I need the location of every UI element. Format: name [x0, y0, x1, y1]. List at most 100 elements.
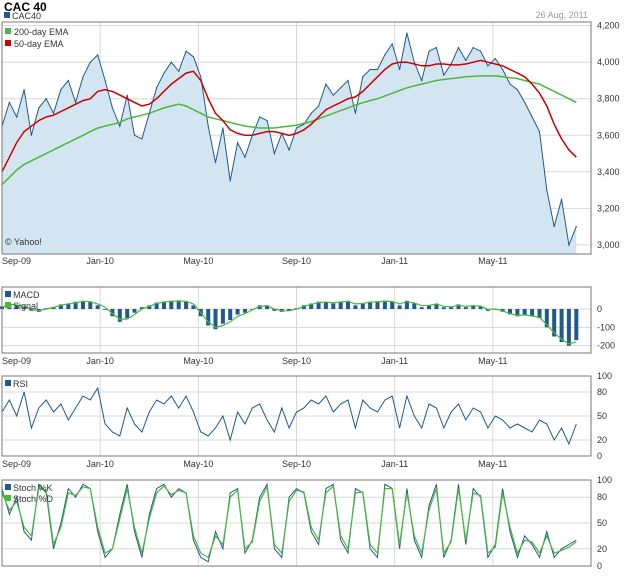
- price-point: [45, 98, 47, 100]
- price-point: [111, 107, 114, 109]
- price-point: [376, 68, 379, 71]
- macd-bar: [397, 305, 402, 309]
- price-point: [443, 74, 445, 76]
- price-point: [406, 32, 408, 34]
- price-point: [178, 70, 180, 72]
- y-tick-label: -200: [597, 341, 615, 351]
- x-tick-label: Sep-09: [2, 356, 31, 366]
- price-point: [428, 50, 430, 52]
- macd-bar: [323, 301, 328, 309]
- macd-bar: [81, 300, 85, 310]
- price-point: [457, 46, 460, 49]
- macd-bar: [412, 303, 417, 309]
- price-point: [479, 50, 482, 52]
- price-point: [317, 105, 320, 107]
- macd-bar: [434, 303, 439, 309]
- chart-date: 26 Aug, 2011: [536, 10, 588, 20]
- price-point: [38, 107, 40, 109]
- price-point: [156, 87, 158, 89]
- price-point: [295, 127, 298, 129]
- signal-legend-swatch: [5, 302, 11, 308]
- stoch-d-legend-swatch: [5, 495, 11, 501]
- macd-bar: [139, 307, 144, 309]
- macd-bar: [552, 309, 557, 337]
- price-point: [67, 79, 69, 82]
- price-point: [16, 116, 18, 118]
- stoch-d-line: [1, 484, 577, 559]
- price-point: [52, 112, 55, 114]
- price-point: [60, 88, 62, 91]
- price-point: [538, 131, 541, 133]
- price-point: [332, 94, 334, 96]
- macd-bar: [530, 309, 535, 317]
- x-tick-label: Jan-11: [381, 459, 408, 469]
- x-tick-label: Sep-09: [2, 459, 31, 469]
- price-point: [251, 134, 253, 136]
- price-point: [266, 120, 268, 122]
- panel-frame: [1, 375, 592, 457]
- chart-panels: 3,000 3,200 3,400 3,600 3,800 4,000 4,200 200-d…: [0, 21, 620, 571]
- chart-title: CAC 40: [4, 0, 47, 14]
- price-point: [185, 50, 187, 52]
- ema50-legend-label: 50-day EMA: [14, 39, 64, 49]
- price-point: [340, 87, 342, 89]
- price-point: [281, 132, 283, 135]
- signal-line: [1, 300, 577, 345]
- macd-bar: [375, 301, 380, 309]
- price-point: [413, 61, 415, 63]
- rsi-line: [1, 386, 577, 446]
- macd-bar: [346, 300, 350, 310]
- macd-bar: [88, 301, 93, 309]
- macd-bar: [441, 307, 446, 309]
- y-tick-label: 100: [597, 371, 612, 381]
- macd-bar: [316, 301, 321, 309]
- price-point: [560, 198, 563, 200]
- macd-bar: [537, 309, 542, 319]
- macd-bar: [368, 301, 373, 309]
- macd-bar: [191, 305, 196, 309]
- price-point: [325, 83, 327, 85]
- macd-bar: [110, 309, 115, 317]
- y-tick-label: 3,400: [597, 167, 620, 177]
- x-tick-label: May-10: [183, 356, 213, 366]
- macd-bar: [176, 300, 181, 310]
- macd-bar: [58, 304, 63, 309]
- price-point: [472, 46, 474, 49]
- stoch-d-legend-label: Stoch %D: [13, 494, 54, 504]
- price-point: [207, 125, 209, 127]
- macd-bar: [574, 309, 579, 341]
- y-tick-label: 20: [597, 544, 607, 554]
- y-tick-label: 0: [597, 451, 602, 461]
- macd-bar: [544, 309, 549, 328]
- price-point: [148, 112, 150, 114]
- price-point: [384, 54, 386, 56]
- macd-bar: [456, 304, 461, 309]
- macd-bar: [419, 307, 424, 309]
- macd-bar: [66, 303, 71, 309]
- price-point: [23, 88, 25, 91]
- x-tick-label: May-11: [478, 256, 507, 266]
- macd-bar: [29, 309, 34, 311]
- macd-bar: [508, 309, 512, 315]
- price-point: [435, 46, 437, 49]
- signal-legend-label: Signal: [13, 301, 38, 311]
- ticker-legend-swatch: [4, 12, 10, 18]
- macd-bar: [559, 309, 564, 342]
- macd-bar: [338, 301, 343, 309]
- macd-bar: [287, 309, 292, 311]
- macd-bar: [125, 309, 130, 319]
- macd-bar: [353, 305, 358, 309]
- macd-bar: [265, 305, 270, 309]
- macd-bar: [95, 305, 100, 309]
- price-point: [546, 189, 548, 191]
- macd-bar: [14, 305, 19, 309]
- rsi-legend-swatch: [5, 380, 11, 386]
- price-point: [347, 79, 349, 82]
- price-point: [398, 68, 401, 71]
- price-point: [200, 76, 202, 78]
- price-point: [141, 138, 143, 140]
- price-point: [273, 152, 276, 155]
- y-tick-label: 100: [597, 475, 612, 485]
- macd-legend-label: MACD: [13, 290, 40, 300]
